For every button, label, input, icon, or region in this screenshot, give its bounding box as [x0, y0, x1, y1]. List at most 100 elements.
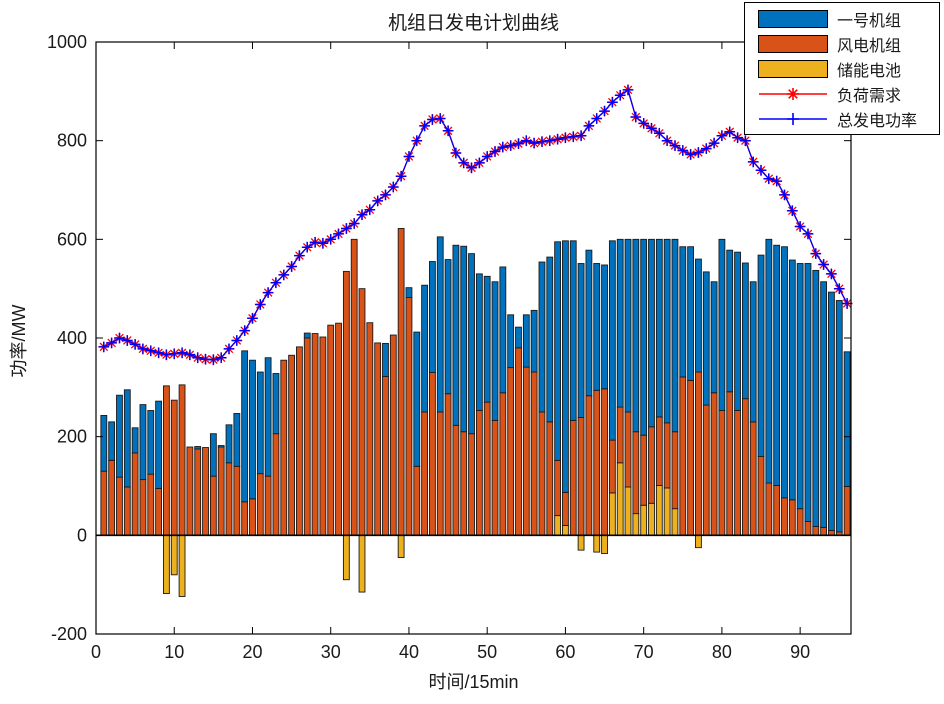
legend-color-swatch — [758, 9, 828, 29]
bar-storage-segment — [554, 515, 562, 536]
bar-wind-segment — [820, 526, 828, 536]
bar-unit1-segment — [256, 371, 264, 475]
bar-wind-segment — [663, 422, 671, 489]
bar-wind-segment — [491, 419, 499, 536]
bar-wind-segment — [624, 411, 632, 488]
bar-wind-segment — [773, 485, 781, 536]
x-tick-label: 80 — [712, 642, 732, 662]
bar-wind-segment — [702, 404, 710, 536]
bar-wind-segment — [812, 526, 820, 536]
bar-unit1-segment — [718, 238, 726, 411]
bar-wind-segment — [397, 228, 405, 536]
bar-wind-segment — [655, 416, 663, 486]
bar-unit1-segment — [217, 445, 225, 448]
bar-storage-segment — [663, 487, 671, 536]
bar-wind-segment — [186, 446, 194, 536]
asterisk-marker-icon — [759, 87, 827, 100]
bar-wind-segment — [178, 384, 186, 536]
bar-wind-segment — [468, 433, 475, 536]
legend-swatch — [758, 9, 828, 28]
legend-line-sample — [758, 84, 828, 104]
bar-wind-segment — [577, 416, 585, 536]
bar-unit1-segment — [483, 275, 491, 403]
bar-wind-segment — [632, 431, 640, 515]
plus-marker-icon — [759, 112, 827, 125]
bar-unit1-segment — [585, 249, 593, 397]
y-tick-label: 200 — [57, 427, 87, 447]
bar-wind-segment — [562, 491, 569, 526]
bar-unit1-segment — [108, 421, 116, 461]
bar-unit1-segment — [671, 238, 679, 433]
legend-swatch — [758, 59, 828, 78]
bar-unit1-segment — [710, 281, 718, 394]
bar-wind-segment — [757, 455, 765, 536]
bar-unit1-segment — [475, 273, 483, 411]
bar-unit1-segment — [577, 263, 585, 418]
total-generation-markers — [98, 84, 853, 365]
bar-wind-segment — [554, 459, 562, 517]
bar-unit1-segment — [491, 281, 499, 421]
bar-unit1-segment — [225, 424, 233, 464]
bar-unit1-segment — [796, 263, 804, 510]
bar-storage-segment — [358, 534, 366, 593]
bar-storage-segment — [562, 525, 569, 536]
bar-wind-segment — [593, 389, 601, 536]
bar-unit1-segment — [624, 238, 632, 413]
bar-wind-segment — [170, 399, 178, 536]
bar-wind-segment — [335, 322, 342, 536]
bar-unit1-segment — [444, 259, 452, 395]
bar-wind-segment — [522, 366, 530, 536]
bar-unit1-segment — [272, 373, 280, 435]
bar-wind-segment — [163, 385, 170, 536]
bar-wind-segment — [734, 410, 741, 536]
bar-wind-segment — [241, 501, 249, 536]
legend-color-swatch — [758, 59, 828, 79]
bar-storage-segment — [397, 534, 405, 558]
bar-unit1-segment — [413, 331, 421, 467]
bar-wind-segment — [710, 392, 718, 536]
bar-storage-segment — [671, 508, 679, 536]
bar-unit1-segment — [781, 246, 788, 499]
bar-wind-segment — [123, 486, 131, 536]
bar-wind-segment — [249, 498, 256, 536]
bar-wind-segment — [296, 346, 303, 536]
bar-unit1-segment — [155, 400, 162, 489]
bar-wind-segment — [671, 431, 679, 510]
bar-unit1-segment — [303, 332, 311, 339]
x-tick-label: 10 — [164, 642, 184, 662]
bar-wind-segment — [460, 431, 468, 536]
bar-wind-segment — [507, 367, 515, 536]
bar-wind-segment — [342, 270, 350, 536]
bar-wind-segment — [781, 497, 788, 536]
bar-wind-segment — [765, 482, 773, 536]
legend-label: 一号机组 — [837, 12, 902, 30]
bar-unit1-segment — [655, 238, 663, 418]
legend-line-sample — [758, 109, 828, 129]
bar-unit1-segment — [264, 357, 272, 477]
bar-unit1-segment — [835, 300, 843, 533]
bar-wind-segment — [155, 488, 162, 536]
bar-wind-segment — [569, 419, 577, 536]
bar-wind-segment — [108, 459, 116, 536]
bar-wind-segment — [131, 452, 139, 536]
bar-wind-segment — [147, 473, 155, 536]
bar-unit1-segment — [554, 241, 562, 461]
bar-wind-segment — [687, 379, 695, 536]
bar-storage-segment — [170, 534, 178, 576]
bar-storage-segment — [624, 486, 632, 536]
y-tick-label: 600 — [57, 229, 87, 249]
bar-unit1-segment — [695, 258, 702, 373]
bar-unit1-segment — [209, 433, 217, 477]
bar-wind-segment — [436, 411, 444, 536]
bar-storage-segment — [655, 485, 663, 536]
bar-unit1-segment — [648, 238, 655, 428]
y-tick-label: -200 — [51, 624, 87, 644]
bar-wind-segment — [358, 288, 366, 536]
bar-unit1-segment — [405, 287, 413, 298]
bar-unit1-segment — [663, 238, 671, 424]
bar-unit1-segment — [679, 246, 687, 378]
x-tick-label: 60 — [555, 642, 575, 662]
bar-storage-segment — [577, 534, 585, 551]
x-tick-label: 50 — [477, 642, 497, 662]
